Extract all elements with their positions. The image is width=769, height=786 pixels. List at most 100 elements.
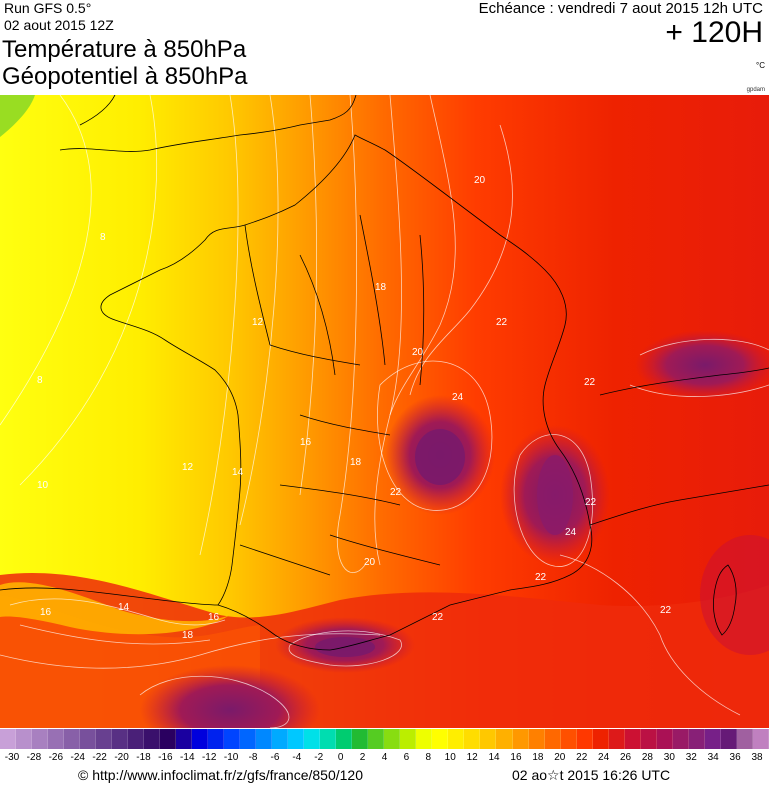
colorbar-tick-label: 14	[488, 752, 500, 763]
iso-label: 22	[585, 497, 597, 508]
iso-label: 22	[584, 377, 596, 388]
colorbar-tick-label: 0	[337, 752, 344, 763]
colorbar-tick-label: -20	[114, 752, 129, 763]
run-date: 02 aout 2015 12Z	[4, 17, 114, 33]
colorbar-swatch	[176, 729, 193, 749]
colorbar-tick-label: 24	[598, 752, 610, 763]
hotspot-corsica	[700, 535, 769, 655]
colorbar-swatch	[624, 729, 641, 749]
colorbar-tick-label: 2	[359, 752, 366, 763]
colorbar-tick-label: 38	[751, 752, 763, 763]
colorbar-tick-label: 6	[403, 752, 410, 763]
colorbar-swatch	[608, 729, 625, 749]
iso-label: 18	[350, 457, 362, 468]
colorbar-tick-label: 12	[466, 752, 478, 763]
colorbar-swatch	[752, 729, 769, 749]
colorbar-swatch	[256, 729, 273, 749]
colorbar-swatch	[416, 729, 433, 749]
colorbar-swatch	[640, 729, 657, 749]
iso-label: 22	[390, 487, 402, 498]
colorbar-swatch	[672, 729, 689, 749]
colorbar-tick-label: 26	[619, 752, 632, 763]
colorbar-swatch	[240, 729, 257, 749]
iso-label: 16	[208, 612, 220, 623]
hotspot-spain	[140, 665, 320, 728]
iso-label: 10	[37, 480, 49, 491]
iso-label: 12	[252, 317, 264, 328]
isotherm-labels: 8 8 10 12 12 14 16 16 18 18 20 20 20 22 …	[37, 175, 672, 641]
colorbar-swatch	[368, 729, 385, 749]
colorbar-swatch	[688, 729, 705, 749]
colorbar-tick-label: -28	[26, 752, 42, 763]
iso-label: 22	[660, 605, 672, 616]
biscay-cool-tongue	[0, 582, 230, 635]
colorbar-tick-label: -22	[92, 752, 107, 763]
run-label: Run GFS 0.5°	[4, 0, 92, 16]
colorbar-tick-label: 18	[532, 752, 544, 763]
colorbar-swatch	[352, 729, 369, 749]
iso-label: 18	[375, 282, 387, 293]
colorbar-tick-label: -12	[201, 752, 217, 763]
iso-label: 16	[40, 607, 52, 618]
colorbar-swatch	[448, 729, 465, 749]
colorbar-swatch	[432, 729, 449, 749]
colorbar-tick-label: 20	[554, 752, 566, 763]
colorbar-swatch	[528, 729, 545, 749]
cool-corner	[0, 95, 35, 137]
colorbar-swatch	[496, 729, 513, 749]
colorbar-swatch	[736, 729, 753, 749]
colorbar-swatch	[224, 729, 241, 749]
colorbar-tick-label: 8	[425, 752, 432, 763]
unit-label: °C	[756, 61, 765, 70]
iso-label: 16	[300, 437, 312, 448]
colorbar-swatch	[80, 729, 97, 749]
iso-label: 8	[37, 375, 43, 386]
iso-label: 14	[118, 602, 130, 613]
colorbar-swatch	[480, 729, 497, 749]
colorbar-tick-label: -26	[48, 752, 64, 763]
colorbar-tick-label: -4	[292, 752, 302, 763]
colorbar-tick-label: -18	[136, 752, 151, 763]
colorbar-swatch	[544, 729, 561, 749]
map-svg: 8 8 10 12 12 14 16 16 18 18 20 20 20 22 …	[0, 95, 769, 728]
colorbar-swatch	[704, 729, 721, 749]
iso-label: 22	[535, 572, 547, 583]
temperature-map[interactable]: 8 8 10 12 12 14 16 16 18 18 20 20 20 22 …	[0, 95, 769, 728]
colorbar-swatch	[512, 729, 529, 749]
colorbar-tick-label: 22	[576, 752, 588, 763]
forecast-valid-time: Echéance : vendredi 7 aout 2015 12h UTC	[478, 0, 763, 17]
title-geopotential: Géopotentiel à 850hPa	[2, 63, 248, 90]
colorbar-tick-label: -14	[180, 752, 195, 763]
colorbar-swatch	[48, 729, 65, 749]
colorbar-swatch	[112, 729, 129, 749]
gpdam-label: gpdam	[746, 87, 765, 93]
iso-label: 24	[452, 392, 464, 403]
colorbar-tick-label: -10	[223, 752, 239, 763]
colorbar-swatch	[384, 729, 401, 749]
colorbar-tick-label: -2	[314, 752, 324, 763]
colorbar-swatch	[96, 729, 113, 749]
colorbar-swatch	[192, 729, 209, 749]
colorbar-tick-label: -16	[158, 752, 173, 763]
colorbar-swatch	[64, 729, 81, 749]
iso-label: 18	[182, 630, 194, 641]
colorbar-tick-label: 36	[729, 752, 741, 763]
iso-label: 22	[496, 317, 508, 328]
iso-label: 22	[432, 612, 444, 623]
colorbar-swatch	[128, 729, 145, 749]
iso-label: 20	[474, 175, 486, 186]
source-url[interactable]: © http://www.infoclimat.fr/z/gfs/france/…	[78, 767, 363, 783]
hotspot-core	[415, 429, 465, 485]
colorbar-tick-label: -30	[4, 752, 20, 763]
colorbar-swatch	[288, 729, 305, 749]
colorbar-swatch	[560, 729, 577, 749]
borders	[0, 95, 769, 651]
colorbar-tick-label: 16	[510, 752, 522, 763]
colorbar-swatch	[144, 729, 161, 749]
colorbar-swatch	[720, 729, 737, 749]
hotspot-alps-core	[537, 455, 573, 535]
colorbar-tick-label: -8	[248, 752, 258, 763]
iso-label: 14	[232, 467, 244, 478]
title-temperature: Température à 850hPa	[2, 36, 247, 63]
colorbar-swatch	[592, 729, 609, 749]
